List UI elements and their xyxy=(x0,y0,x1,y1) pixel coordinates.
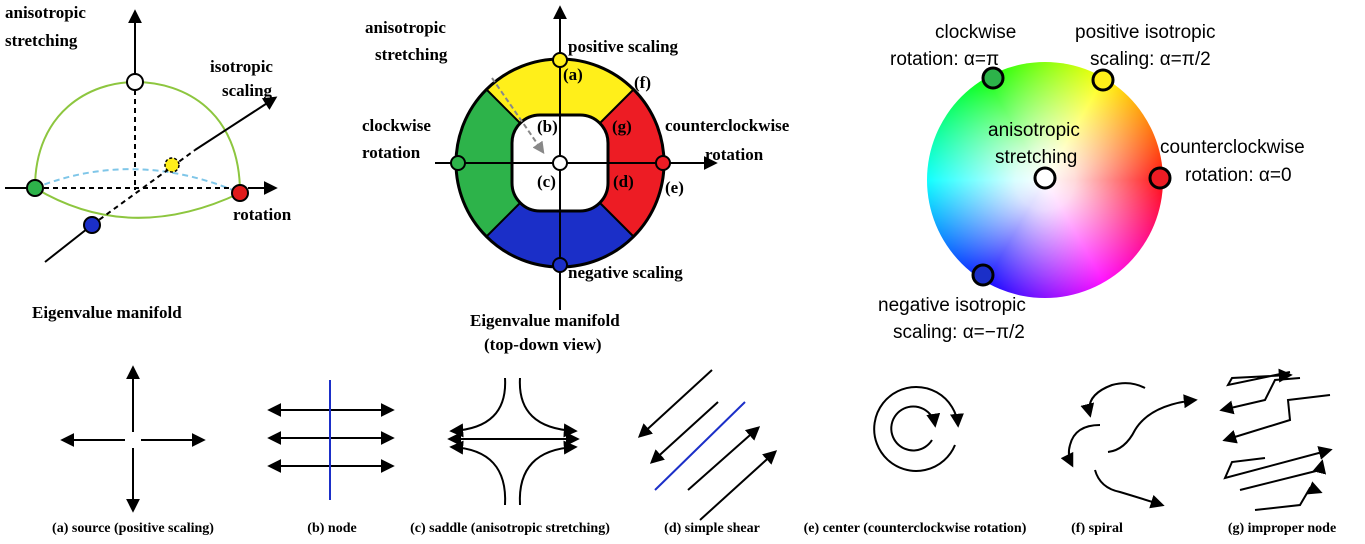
stroke xyxy=(518,440,578,506)
label: scaling: α=π/2 xyxy=(1090,49,1211,70)
stroke xyxy=(637,369,713,438)
icon-saddle xyxy=(447,377,580,506)
label: rotation: α=π xyxy=(890,49,999,70)
dot xyxy=(126,73,144,91)
dot xyxy=(552,257,568,273)
caption: Eigenvalue manifold xyxy=(32,303,182,322)
dot xyxy=(971,263,995,287)
stroke xyxy=(1094,469,1165,509)
label: isotropic xyxy=(210,57,273,76)
dot xyxy=(164,157,180,173)
stroke xyxy=(1107,394,1198,453)
stroke xyxy=(654,401,746,491)
icon-source xyxy=(60,365,206,513)
axis xyxy=(194,96,278,151)
label: stretching xyxy=(5,31,78,50)
pointer xyxy=(491,77,545,154)
marker-label: (e) xyxy=(665,178,684,197)
caption: (b) node xyxy=(307,521,356,536)
marker-label: (c) xyxy=(537,172,556,191)
icon-shear xyxy=(637,369,778,521)
dot xyxy=(552,155,568,171)
stroke xyxy=(1060,424,1101,468)
stroke xyxy=(518,377,578,438)
axis xyxy=(44,224,93,263)
stroke xyxy=(449,440,507,506)
marker-label: (d) xyxy=(613,172,634,191)
label: positive scaling xyxy=(568,37,679,56)
marker-label: (g) xyxy=(612,117,632,136)
label: rotation: α=0 xyxy=(1185,165,1292,186)
label: positive isotropic xyxy=(1075,22,1215,43)
stroke xyxy=(1080,382,1146,418)
label: negative scaling xyxy=(568,263,683,282)
dot xyxy=(552,52,568,68)
caption: (e) center (counterclockwise rotation) xyxy=(804,521,1027,536)
stroke xyxy=(1219,377,1301,415)
marker-label: (f) xyxy=(634,73,651,92)
stroke xyxy=(890,405,941,452)
caption: (top-down view) xyxy=(484,335,602,354)
dot xyxy=(1091,68,1115,92)
label: anisotropic xyxy=(988,120,1080,141)
divider xyxy=(599,202,635,238)
dot xyxy=(83,216,101,234)
label: anisotropic xyxy=(5,3,86,22)
caption: (g) improper node xyxy=(1228,521,1336,536)
stroke xyxy=(699,450,778,521)
stroke xyxy=(1254,481,1323,511)
caption: (f) spiral xyxy=(1071,521,1123,536)
caption: (d) simple shear xyxy=(664,521,760,536)
caption: (c) saddle (anisotropic stretching) xyxy=(410,521,610,536)
stroke xyxy=(1226,368,1293,387)
stroke xyxy=(449,377,507,438)
label: clockwise xyxy=(362,116,431,135)
hemisphere xyxy=(34,80,241,194)
stroke xyxy=(687,426,761,491)
icon-spiral xyxy=(1060,382,1198,509)
stroke xyxy=(1222,394,1331,444)
label: rotation xyxy=(362,143,421,162)
axis xyxy=(91,149,196,226)
stroke xyxy=(873,385,964,472)
label: stretching xyxy=(995,147,1077,168)
dot xyxy=(450,155,466,171)
dot xyxy=(26,179,44,197)
label: stretching xyxy=(375,45,448,64)
label: counterclockwise xyxy=(1160,137,1305,158)
label: rotation xyxy=(705,145,764,164)
label: rotation xyxy=(233,205,292,224)
dot xyxy=(231,184,249,202)
icon-node xyxy=(267,380,395,500)
divider xyxy=(599,88,635,124)
marker-label: (a) xyxy=(563,65,583,84)
caption: Eigenvalue manifold xyxy=(470,311,620,330)
divider xyxy=(485,202,521,238)
dot xyxy=(1033,166,1057,190)
stroke xyxy=(1239,459,1327,491)
caption: (a) source (positive scaling) xyxy=(52,521,214,536)
label: counterclockwise xyxy=(665,116,790,135)
label: negative isotropic xyxy=(878,295,1026,316)
icon-improper-node xyxy=(1219,368,1333,511)
stroke xyxy=(1223,446,1333,480)
divider xyxy=(485,88,521,124)
dot xyxy=(1148,166,1172,190)
dot xyxy=(981,66,1005,90)
label: clockwise xyxy=(935,22,1016,43)
label: anisotropic xyxy=(365,18,446,37)
label: scaling xyxy=(222,81,273,100)
marker-label: (b) xyxy=(537,117,558,136)
equator xyxy=(34,168,241,194)
hemisphere-base xyxy=(34,187,241,219)
icon-center xyxy=(873,385,964,472)
stroke xyxy=(649,401,719,464)
label: scaling: α=−π/2 xyxy=(893,322,1025,343)
dot xyxy=(655,155,671,171)
